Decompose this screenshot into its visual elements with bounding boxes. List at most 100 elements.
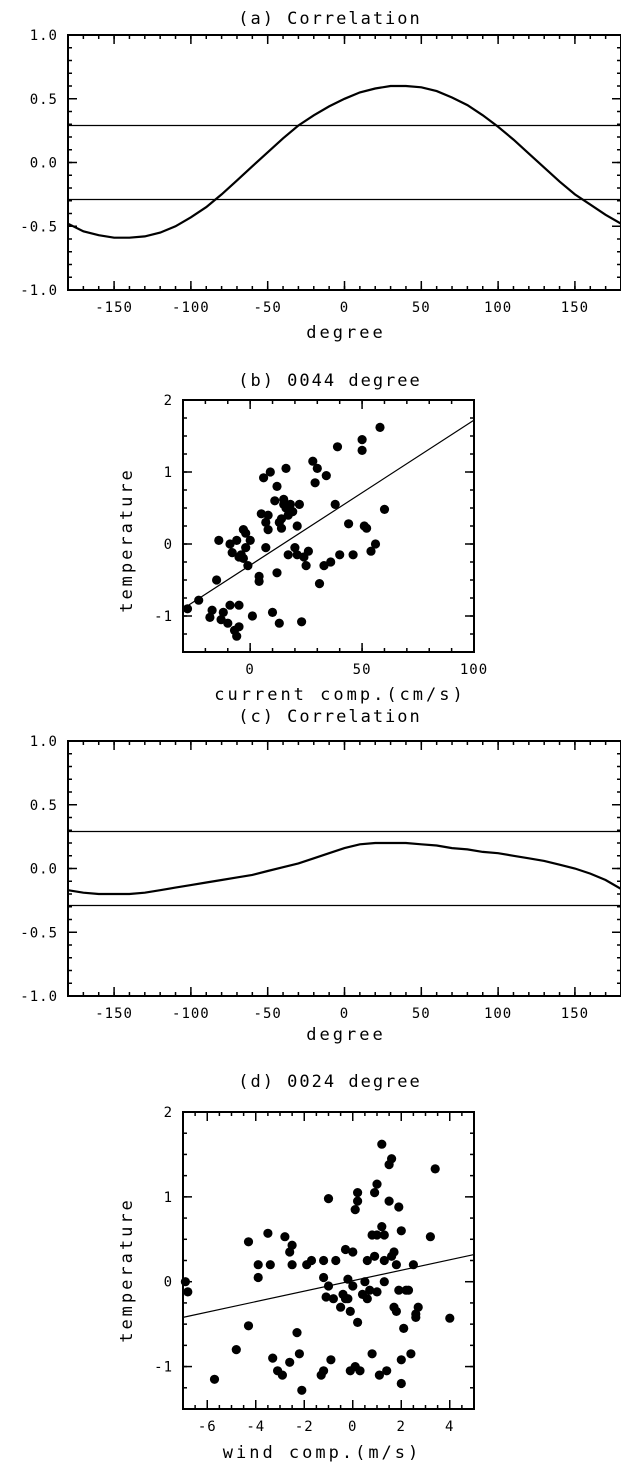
panel-b-scatter: (b) 0044 degree current comp.(cm/s) temp… (117, 371, 488, 705)
panel-d-data-point (353, 1188, 363, 1198)
panel-c-plot-frame (67, 740, 621, 997)
panel-d-data-point (396, 1355, 406, 1365)
panel-d-x-axis-label: wind comp.(m/s) (223, 1443, 422, 1463)
panel-b-data-point (370, 539, 381, 549)
panel-d-data-point (285, 1357, 295, 1367)
panel-d-data-point (348, 1247, 358, 1257)
panel-d-data-point (287, 1260, 297, 1270)
panel-b-data-point (214, 535, 224, 546)
panel-d-data-point (377, 1222, 387, 1232)
panel-a-y-tick-label: -0.5 (20, 219, 58, 235)
panel-b-data-point (348, 550, 358, 560)
panel-b-data-point (310, 478, 320, 488)
panel-d-y-axis-label: temperature (117, 1197, 137, 1343)
panel-d-x-tick-label: -2 (295, 1419, 314, 1435)
panel-b-data-point (330, 499, 340, 509)
panel-d-data-point (297, 1385, 307, 1395)
panel-b-data-point (283, 550, 293, 560)
panel-b-data-point (326, 557, 336, 567)
panel-b-data-point (263, 510, 273, 520)
panel-b-data-point (270, 496, 280, 506)
panel-d-data-point (319, 1255, 329, 1266)
panel-a-x-tick-label: 100 (484, 300, 512, 316)
panel-b-data-point (267, 607, 278, 618)
panel-c-y-tick-label: 0.5 (30, 798, 58, 814)
panel-d-data-point (413, 1302, 423, 1312)
panel-d-data-point (379, 1255, 389, 1266)
panel-d-data-point (382, 1366, 392, 1376)
panel-b-data-point (194, 595, 204, 605)
panel-b-data-point (290, 543, 300, 553)
panel-b-data-point (288, 507, 298, 517)
panel-c-x-tick-label: 50 (412, 1006, 431, 1022)
panel-d-data-point (280, 1232, 290, 1242)
panel-c-x-tick-label: 0 (340, 1006, 349, 1022)
panel-b-data-point (294, 499, 304, 509)
panel-d-data-point (403, 1285, 414, 1295)
panel-b-data-point (232, 535, 242, 546)
panel-d-data-point (396, 1226, 406, 1236)
panel-b-data-point (182, 604, 193, 614)
panel-b-x-tick-label: 100 (460, 662, 488, 678)
panel-a-correlation-curve (67, 84, 621, 239)
panel-d-data-point (253, 1272, 263, 1283)
panel-b-data-point (279, 494, 289, 504)
panel-b-data-point (332, 442, 343, 452)
panel-b-y-tick-label: 0 (164, 537, 173, 553)
panel-d-data-point (323, 1281, 334, 1291)
panel-c-correlation-curve (67, 841, 621, 896)
panel-b-data-point (247, 611, 257, 621)
panel-b-data-point (301, 561, 311, 571)
panel-c-y-tick-label: 1.0 (30, 734, 58, 750)
panel-b-data-point (297, 617, 307, 627)
panel-d-data-point (408, 1260, 418, 1270)
panel-b-data-point (308, 456, 318, 466)
panel-b-data-point (234, 622, 244, 632)
panel-d-data-point (336, 1302, 346, 1312)
panel-d-data-point (372, 1179, 382, 1189)
panel-b-data-point (314, 579, 325, 589)
panel-d-data-point (362, 1255, 372, 1266)
panel-d-data-point (328, 1294, 338, 1304)
panel-a-x-tick-label: -150 (95, 300, 133, 316)
panel-b-data-point (234, 600, 244, 610)
panel-d-data-point (367, 1349, 377, 1359)
panel-d-data-point (379, 1277, 389, 1287)
panel-d-data-point (377, 1139, 387, 1149)
panel-d-scatter: (d) 0024 degree wind comp.(m/s) temperat… (117, 1072, 475, 1463)
panel-c-correlation: (c) Correlation degree -150 -100 -50 0 50 100… (20, 707, 621, 1045)
panel-d-data-point (353, 1317, 363, 1327)
panel-b-data-point (207, 605, 217, 615)
panel-d-data-point (180, 1277, 190, 1287)
panel-d-data-point (370, 1188, 380, 1198)
panel-d-data-point (389, 1247, 399, 1257)
panel-c-x-tick-label: -150 (95, 1006, 133, 1022)
panel-b-data-point (366, 546, 376, 556)
panel-d-data-point (372, 1287, 382, 1297)
panel-b-data-point (232, 631, 242, 641)
panel-d-data-point (372, 1230, 382, 1240)
panel-b-x-tick-label: 0 (245, 662, 254, 678)
panel-d-data-point (391, 1306, 401, 1316)
panel-b-data-point (263, 525, 273, 535)
panel-d-y-tick-label: 1 (164, 1190, 173, 1206)
panel-d-data-point (294, 1349, 304, 1359)
panel-b-y-axis-label: temperature (117, 467, 137, 613)
panel-b-x-tick-label: 50 (353, 662, 372, 678)
panel-b-data-point (357, 445, 367, 455)
panel-b-data-point (379, 504, 390, 514)
panel-d-data-point (379, 1230, 389, 1240)
panel-d-data-point (353, 1196, 363, 1206)
panel-d-x-tick-label: 0 (348, 1419, 357, 1435)
panel-d-data-point (350, 1205, 360, 1215)
panel-a-y-tick-label: -1.0 (20, 283, 58, 299)
panel-b-data-point (205, 612, 215, 623)
panel-b-data-point (375, 422, 385, 432)
panel-d-data-point (387, 1154, 397, 1164)
panel-b-data-point (245, 535, 255, 546)
panel-b-data-point (357, 435, 367, 445)
panel-d-x-tick-label: -4 (246, 1419, 265, 1435)
panel-b-data-point (243, 561, 253, 571)
panel-d-data-point (430, 1164, 440, 1174)
